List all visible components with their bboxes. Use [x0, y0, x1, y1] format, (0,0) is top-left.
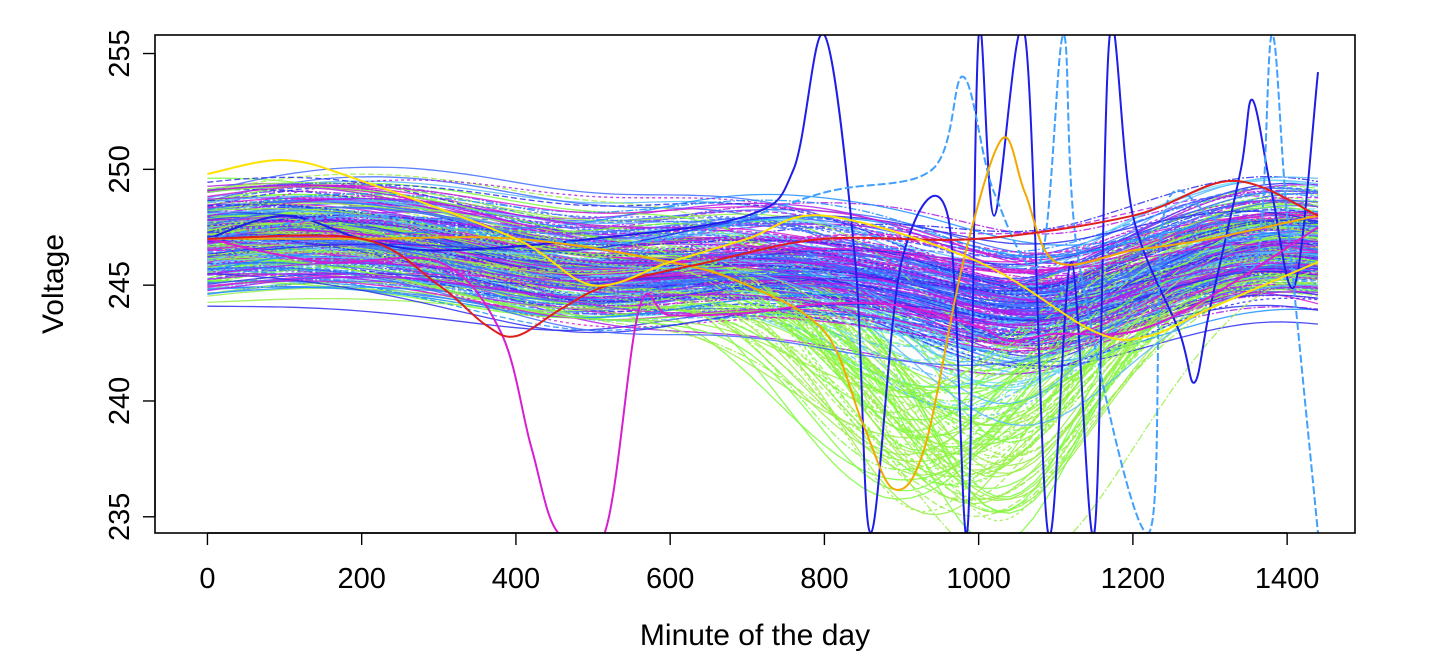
outlier-series-line [207, 179, 1319, 338]
series-line [207, 230, 1319, 332]
series-line [207, 235, 1319, 317]
series-line [207, 190, 1319, 290]
series-line [207, 197, 1319, 470]
series-line [207, 216, 1319, 271]
series-line [207, 241, 1319, 330]
x-tick-label: 200 [337, 563, 385, 595]
x-tick-label: 0 [199, 563, 215, 595]
series-line [207, 262, 1319, 302]
series-line [207, 179, 1319, 293]
series-line [207, 193, 1319, 261]
series-line [207, 222, 1319, 533]
x-tick-label: 1000 [946, 563, 1011, 595]
y-axis-title: Voltage [37, 234, 70, 334]
series-line [207, 222, 1319, 275]
series-line [207, 190, 1319, 260]
y-tick-label: 235 [104, 493, 136, 541]
outlier-series-line [207, 159, 1319, 341]
y-axis: 235 240 245 250 255 [104, 29, 156, 541]
series-line [207, 193, 1319, 259]
series-line [207, 228, 1319, 445]
y-tick-label: 255 [104, 29, 136, 77]
series-line [207, 182, 1319, 302]
series-line [207, 192, 1319, 347]
series-line [207, 197, 1319, 272]
series-line [207, 214, 1319, 259]
y-tick-label: 240 [104, 377, 136, 425]
x-tick-label: 800 [800, 563, 848, 595]
series-line [207, 192, 1319, 253]
series-line [207, 217, 1319, 346]
series-line [207, 225, 1319, 359]
series-line [207, 221, 1319, 474]
series-line [207, 200, 1319, 275]
series-line [207, 210, 1319, 258]
series-line [207, 216, 1319, 313]
series-line [207, 210, 1319, 427]
series-line [207, 247, 1319, 513]
series-bundle [207, 166, 1319, 533]
series-line [207, 262, 1318, 366]
x-axis-title: Minute of the day [640, 619, 870, 652]
outlier-series-line [207, 136, 1319, 491]
series-line [207, 214, 1319, 289]
outlier-series-line [207, 35, 1319, 533]
series-line [207, 218, 1319, 306]
series-line [207, 249, 1319, 502]
x-tick-label: 600 [646, 563, 694, 595]
series-line [207, 184, 1319, 269]
y-tick-label: 250 [104, 145, 136, 193]
series-line [207, 206, 1319, 308]
x-tick-label: 400 [492, 563, 540, 595]
series-line [207, 211, 1319, 271]
outlier-series-line [207, 226, 1319, 533]
series-line [207, 250, 1319, 486]
x-axis: 0 200 400 600 800 1000 1200 1400 [199, 532, 1320, 595]
series-line [207, 240, 1319, 326]
y-tick-label: 245 [104, 261, 136, 309]
series-line [207, 198, 1319, 312]
series-line [207, 219, 1319, 455]
series-line [207, 197, 1319, 316]
series-line [207, 241, 1319, 325]
series-line [207, 222, 1319, 387]
x-tick-label: 1200 [1101, 563, 1166, 595]
highlighted-series [207, 35, 1319, 533]
x-tick-label: 1400 [1255, 563, 1320, 595]
series-line [207, 220, 1319, 276]
series-line [207, 249, 1319, 316]
series-line [207, 259, 1319, 450]
series-line [207, 248, 1319, 317]
outlier-series-line [207, 35, 1319, 533]
